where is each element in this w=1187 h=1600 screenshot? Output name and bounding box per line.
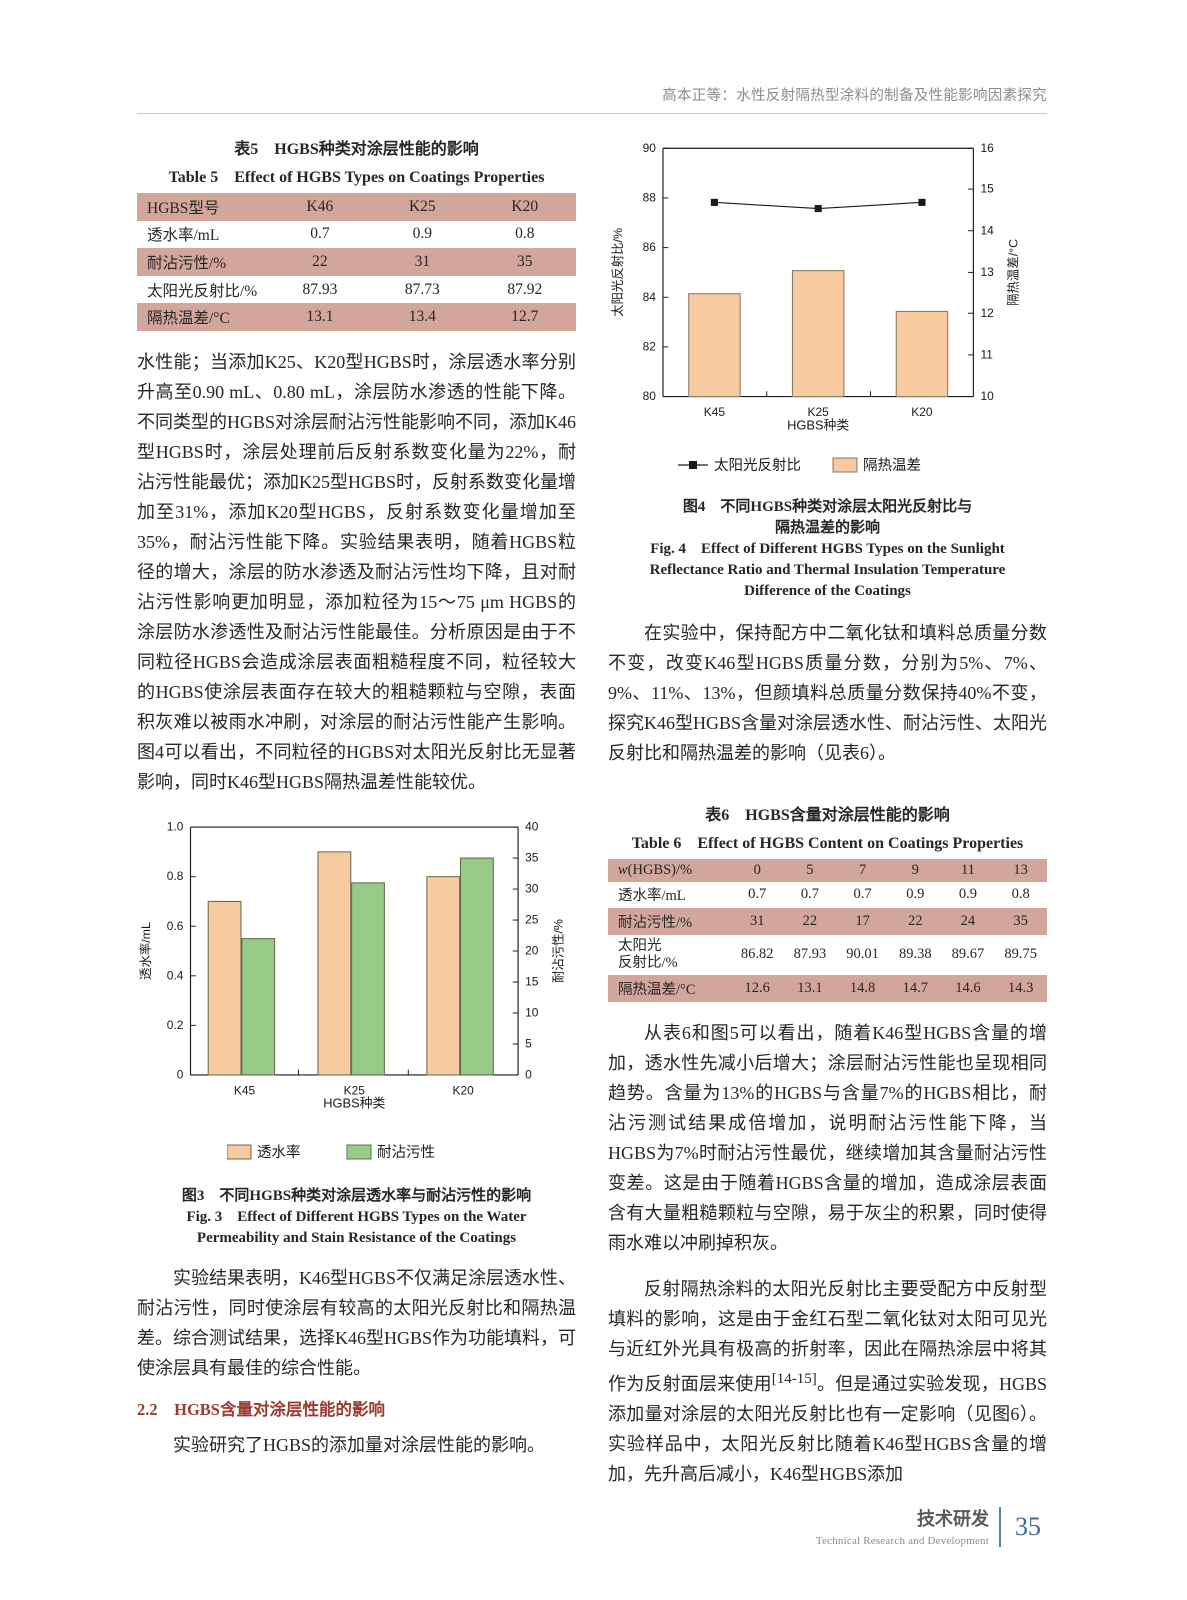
svg-text:太阳光反射比/%: 太阳光反射比/% [610,228,625,317]
svg-text:太阳光反射比: 太阳光反射比 [714,457,801,474]
svg-text:84: 84 [643,290,657,304]
svg-text:透水率: 透水率 [257,1144,301,1161]
svg-text:35: 35 [525,851,539,865]
svg-text:86: 86 [643,240,657,254]
svg-text:透水率/mL: 透水率/mL [138,922,153,980]
svg-text:1.0: 1.0 [167,820,184,834]
svg-text:82: 82 [643,339,657,353]
svg-text:K20: K20 [453,1083,475,1097]
svg-text:16: 16 [980,141,994,155]
svg-text:0.8: 0.8 [167,869,184,883]
svg-text:0.2: 0.2 [167,1018,184,1032]
svg-text:隔热温差: 隔热温差 [863,457,921,474]
svg-text:15: 15 [980,182,994,196]
svg-text:80: 80 [643,389,657,403]
svg-text:20: 20 [525,944,539,958]
svg-text:90: 90 [643,141,657,155]
svg-text:0.4: 0.4 [167,968,184,982]
svg-text:30: 30 [525,882,539,896]
svg-text:K45: K45 [704,405,726,419]
svg-text:40: 40 [525,820,539,834]
svg-text:15: 15 [525,975,539,989]
svg-text:25: 25 [525,913,539,927]
svg-text:耐沾污性: 耐沾污性 [377,1144,435,1161]
svg-text:13: 13 [980,265,994,279]
svg-text:88: 88 [643,190,657,204]
svg-text:14: 14 [980,223,994,237]
svg-text:K20: K20 [911,405,933,419]
svg-text:HGBS种类: HGBS种类 [787,417,849,432]
svg-text:HGBS种类: HGBS种类 [323,1096,385,1111]
svg-text:0: 0 [177,1067,184,1081]
svg-text:11: 11 [980,347,993,361]
svg-text:0: 0 [525,1067,532,1081]
svg-text:隔热温差/°C: 隔热温差/°C [1007,239,1021,306]
svg-text:耐沾污性/%: 耐沾污性/% [551,919,565,983]
svg-text:10: 10 [980,389,994,403]
svg-text:10: 10 [525,1006,539,1020]
svg-text:0.6: 0.6 [167,919,184,933]
svg-text:5: 5 [525,1036,532,1050]
svg-text:12: 12 [980,306,994,320]
svg-text:K45: K45 [234,1083,256,1097]
